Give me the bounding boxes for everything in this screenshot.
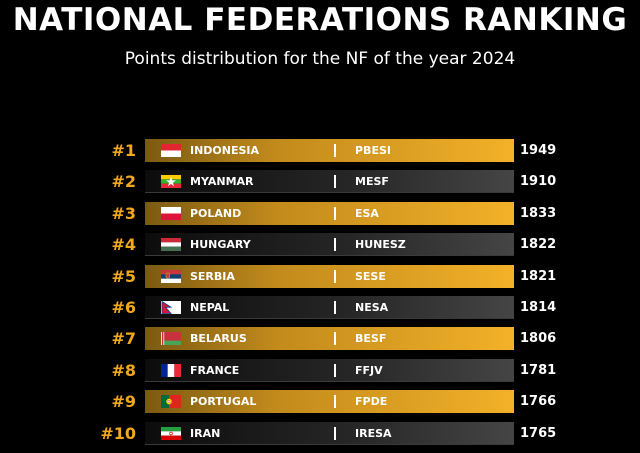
- country-name: BELARUS: [190, 332, 247, 346]
- points-value: 1765: [520, 425, 557, 441]
- indonesia-flag-icon: [161, 144, 181, 157]
- separator: [334, 175, 336, 189]
- separator: [334, 269, 336, 283]
- country-name: IRAN: [190, 426, 221, 440]
- points-value: 1821: [520, 268, 557, 284]
- federation-name: HUNESZ: [355, 238, 406, 252]
- federation-name: PBESI: [355, 144, 391, 157]
- ranking-bar: NEPAL NESA: [145, 295, 514, 319]
- ranking-bar: PORTUGAL FPDE: [145, 390, 514, 414]
- federation-name: FPDE: [355, 395, 388, 409]
- rank-label: #4: [111, 235, 136, 255]
- ranking-bar: FRANCE FFJV: [145, 358, 514, 382]
- separator: [334, 395, 336, 409]
- page-subtitle: Points distribution for the NF of the ye…: [124, 49, 516, 69]
- points-value: 1766: [520, 394, 557, 410]
- france-flag-icon: [161, 363, 181, 377]
- rank-label: #6: [111, 297, 136, 317]
- separator: [334, 426, 336, 440]
- separator: [334, 144, 336, 157]
- ranking-row: #4 HUNGARY HUNESZ 1822: [0, 233, 640, 257]
- ranking-row: #3 POLAND ESA 1833: [0, 201, 640, 225]
- belarus-flag-icon: [161, 332, 181, 346]
- ranking-row: #5 SERBIA SESE 1821: [0, 264, 640, 288]
- ranking-row: #8 FRANCE FFJV 1781: [0, 358, 640, 382]
- rank-label: #5: [111, 266, 136, 286]
- country-name: POLAND: [190, 206, 242, 220]
- federation-name: SESE: [355, 269, 386, 283]
- country-name: INDONESIA: [190, 144, 260, 157]
- ranking-list: #1 INDONESIA PBESI 1949 #2 MYANMAR MESF …: [0, 139, 640, 453]
- points-value: 1822: [520, 237, 557, 253]
- poland-flag-icon: [161, 206, 181, 220]
- separator: [334, 363, 336, 377]
- ranking-bar: IRAN IRESA: [145, 421, 514, 445]
- rank-label: #8: [111, 360, 136, 380]
- serbia-flag-icon: [161, 269, 181, 283]
- rank-label: #10: [100, 423, 136, 443]
- rank-label: #7: [111, 329, 136, 349]
- points-value: 1781: [520, 362, 557, 378]
- separator: [334, 300, 336, 314]
- portugal-flag-icon: [161, 395, 181, 409]
- ranking-bar: INDONESIA PBESI: [145, 139, 514, 162]
- federation-name: FFJV: [355, 363, 383, 377]
- points-value: 1814: [520, 299, 557, 315]
- country-name: HUNGARY: [190, 238, 251, 252]
- ranking-row: #10 IRAN IRESA 1765: [0, 421, 640, 445]
- ranking-bar: BELARUS BESF: [145, 327, 514, 351]
- page-title: NATIONAL FEDERATIONS RANKING: [12, 2, 628, 38]
- rank-label: #2: [111, 172, 136, 192]
- federation-name: MESF: [355, 175, 389, 189]
- country-name: MYANMAR: [190, 175, 254, 189]
- points-value: 1910: [520, 174, 557, 190]
- rank-label: #1: [111, 141, 136, 160]
- iran-flag-icon: [161, 426, 181, 440]
- hungary-flag-icon: [161, 238, 181, 252]
- ranking-row: #2 MYANMAR MESF 1910: [0, 170, 640, 194]
- separator: [334, 332, 336, 346]
- ranking-row: #9 PORTUGAL FPDE 1766: [0, 390, 640, 414]
- rank-label: #9: [111, 392, 136, 412]
- federation-name: IRESA: [355, 426, 392, 440]
- federation-name: BESF: [355, 332, 387, 346]
- country-name: NEPAL: [190, 300, 230, 314]
- separator: [334, 206, 336, 220]
- ranking-row: #1 INDONESIA PBESI 1949: [0, 139, 640, 162]
- ranking-bar: MYANMAR MESF: [145, 170, 514, 194]
- myanmar-flag-icon: [161, 175, 181, 189]
- rank-label: #3: [111, 203, 136, 223]
- ranking-bar: HUNGARY HUNESZ: [145, 233, 514, 257]
- ranking-row: #6 NEPAL NESA 1814: [0, 295, 640, 319]
- federation-name: NESA: [355, 300, 389, 314]
- nepal-flag-icon: [161, 300, 181, 314]
- separator: [334, 238, 336, 252]
- points-value: 1833: [520, 205, 557, 221]
- points-value: 1806: [520, 331, 557, 347]
- country-name: FRANCE: [190, 363, 240, 377]
- points-value: 1949: [520, 143, 557, 158]
- federation-name: ESA: [355, 206, 379, 220]
- ranking-bar: POLAND ESA: [145, 201, 514, 225]
- country-name: SERBIA: [190, 269, 235, 283]
- ranking-row: #7 BELARUS BESF 1806: [0, 327, 640, 351]
- ranking-bar: SERBIA SESE: [145, 264, 514, 288]
- country-name: PORTUGAL: [190, 395, 257, 409]
